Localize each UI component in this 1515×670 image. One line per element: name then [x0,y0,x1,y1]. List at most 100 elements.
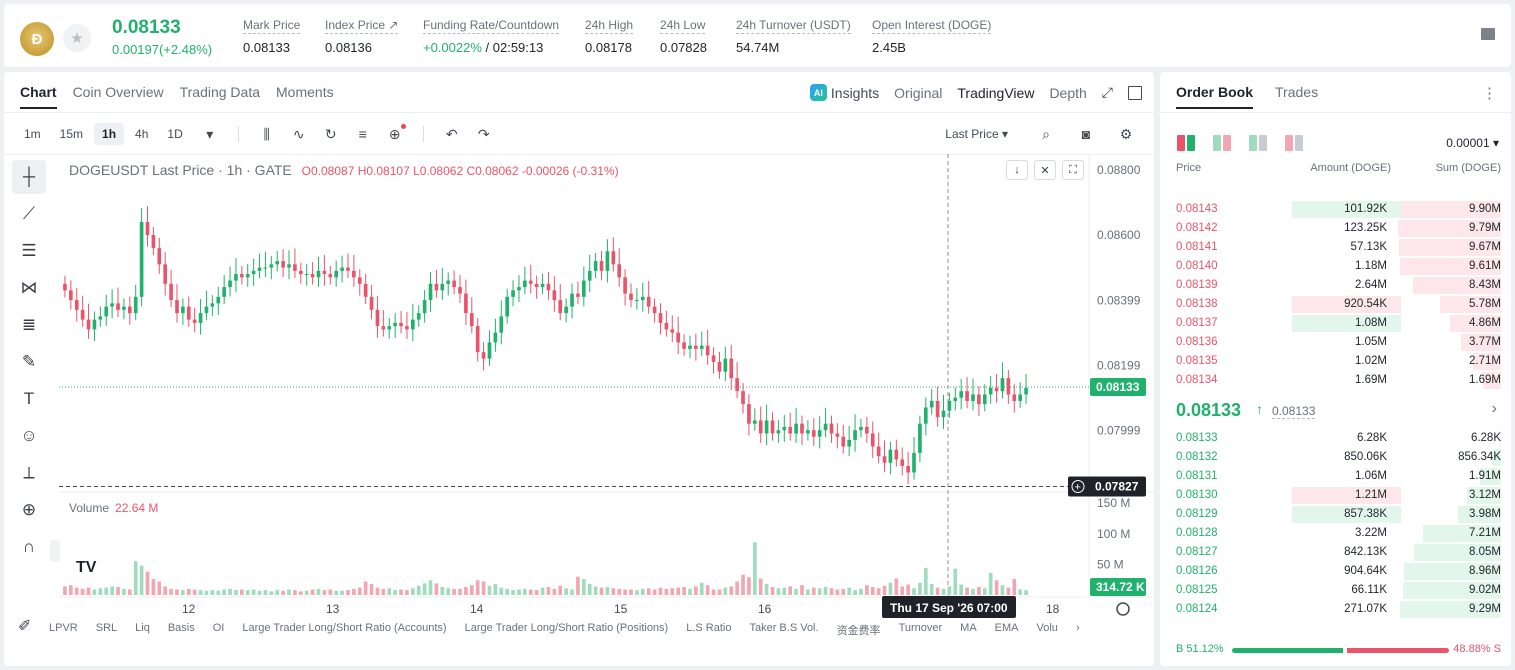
timeframe-1m[interactable]: 1m [24,127,41,141]
emoji-icon[interactable]: ☺ [20,426,38,445]
indicator-item[interactable]: L.S Ratio [686,622,732,634]
fullscreen-icon[interactable]: ⛶ [1062,160,1084,180]
mode-both-icon[interactable] [1177,135,1195,151]
mode-asks-icon[interactable] [1285,135,1303,151]
timeframe-4h[interactable]: 4h [135,127,149,141]
candle-body [469,313,474,327]
indicators-icon[interactable]: ∿ [292,125,305,142]
book-icon[interactable] [1481,28,1495,40]
candle-body [487,342,492,359]
search-icon[interactable]: ⌕ [1042,125,1050,142]
indicator-item[interactable]: Large Trader Long/Short Ratio (Accounts) [242,622,447,634]
row-amount: 1.69M [1355,374,1387,386]
more-icon[interactable]: ⋮ [1482,85,1497,102]
add-indicator-icon[interactable]: ⊕ [387,124,406,142]
bid-row[interactable]: 0.08130 1.21M 3.12M [1160,486,1511,505]
pattern-icon[interactable]: ⋈ [20,278,38,297]
indicator-item[interactable]: Volu [1036,622,1058,634]
stat-label[interactable]: Funding Rate/Countdown [423,18,560,34]
volume-bar [865,585,869,595]
candle-type-icon[interactable]: ⫼ [263,125,270,142]
ask-row[interactable]: 0.08134 1.69M 1.69M [1160,371,1511,390]
tab-trades[interactable]: Trades [1275,84,1319,100]
ask-row[interactable]: 0.08140 1.18M 9.61M [1160,257,1511,276]
ask-row[interactable]: 0.08135 1.02M 2.71M [1160,352,1511,371]
tab-tradingview[interactable]: TradingView [957,84,1035,101]
bid-row[interactable]: 0.08133 6.28K 6.28K [1160,429,1511,448]
camera-icon[interactable]: ◙ [1081,126,1091,142]
bid-row[interactable]: 0.08131 1.06M 1.91M [1160,467,1511,486]
ask-row[interactable]: 0.08141 57.13K 9.67M [1160,238,1511,257]
bid-row[interactable]: 0.08126 904.64K 8.96M [1160,562,1511,581]
brush-icon[interactable]: ✎ [21,352,37,371]
indicator-item[interactable]: OI [212,622,225,634]
indicator-item[interactable]: Liq [135,622,150,634]
tab-coin-overview[interactable]: Coin Overview [72,84,164,100]
bid-row[interactable]: 0.08128 3.22M 7.21M [1160,524,1511,543]
indicator-item[interactable]: Large Trader Long/Short Ratio (Positions… [464,622,669,634]
timeframe-1d[interactable]: 1D [167,127,183,141]
bid-row[interactable]: 0.08125 66.11K 9.02M [1160,581,1511,600]
insights-button[interactable]: AI Insights [809,84,879,101]
horizontal-lines-icon[interactable]: ☰ [21,241,37,260]
ask-row[interactable]: 0.08136 1.05M 3.77M [1160,333,1511,352]
bid-row[interactable]: 0.08124 271.07K 9.29M [1160,600,1511,619]
trendline-icon[interactable]: ⟋ [23,204,35,223]
bid-row[interactable]: 0.08132 850.06K 856.34K [1160,448,1511,467]
bid-row[interactable]: 0.08127 842.13K 8.05M [1160,543,1511,562]
tab-moments[interactable]: Moments [276,84,334,100]
ruler-icon[interactable]: ⟂ [23,463,35,482]
chevron-right-icon[interactable]: › [1491,400,1497,417]
stat-label[interactable]: Open Interest (DOGE) [872,18,992,34]
timeframe-15m[interactable]: 15m [59,127,84,141]
mode-split-icon[interactable] [1213,135,1231,151]
templates-icon[interactable]: ≡ [358,126,367,142]
candle-body [198,313,203,323]
tab-order-book[interactable]: Order Book [1176,84,1254,109]
zoom-in-icon[interactable]: ⊕ [21,500,37,519]
volume-bar [558,585,563,595]
indicator-item[interactable]: Turnover [898,622,943,634]
indicator-item[interactable]: MA [960,622,977,634]
precision-select[interactable]: 0.00001 ▾ [1446,136,1499,150]
settings-icon[interactable]: ⚙ [1119,125,1133,142]
redo-icon[interactable]: ↷ [477,125,490,142]
window-icon[interactable] [1128,85,1142,100]
ask-row[interactable]: 0.08139 2.64M 8.43M [1160,276,1511,295]
replay-icon[interactable]: ↻ [324,125,337,142]
timeframe-1h[interactable]: 1h [94,123,125,145]
crosshair-icon[interactable]: ┼ [12,160,46,194]
pencil-icon[interactable]: ✐ [18,618,32,635]
text-tool-icon[interactable]: T [23,389,35,408]
indicator-item[interactable]: Taker B.S Vol. [749,622,819,634]
undo-icon[interactable]: ↶ [445,125,458,142]
bid-row[interactable]: 0.08129 857.38K 3.98M [1160,505,1511,524]
stat-label[interactable]: Mark Price [243,18,301,34]
tab-trading-data[interactable]: Trading Data [179,84,261,100]
tab-depth[interactable]: Depth [1049,84,1087,101]
favorite-star-icon[interactable]: ★ [63,24,91,52]
chevron-down-icon[interactable]: ▾ [206,125,214,142]
indicator-item[interactable]: LPVR [49,622,78,634]
tab-chart[interactable]: Chart [20,84,57,109]
tab-original[interactable]: Original [894,84,943,101]
ask-row[interactable]: 0.08143 101.92K 9.90M [1160,200,1511,219]
candle-body [941,410,946,418]
indicator-item[interactable]: SRL [95,622,118,634]
indicator-item[interactable]: Basis [167,622,195,634]
chevron-right-icon[interactable]: › [1075,622,1080,634]
stat-label[interactable]: Index Price ↗ [325,18,399,34]
ask-row[interactable]: 0.08142 123.25K 9.79M [1160,219,1511,238]
collapse-icon[interactable]: ✕ [1034,160,1056,180]
expand-icon[interactable]: ⤢ [1101,84,1113,100]
indicator-item[interactable]: EMA [994,622,1019,634]
scroll-down-icon[interactable]: ↓ [1006,160,1028,180]
price-chart[interactable]: 0.08800 0.08600 0.08399 0.08199 0.07999 150 M… [4,72,1154,666]
ask-row[interactable]: 0.08138 920.54K 5.78M [1160,295,1511,314]
mode-bids-icon[interactable] [1249,135,1267,151]
indicator-item[interactable]: 资金费率 [836,625,881,637]
last-price-select[interactable]: Last Price ▾ [945,127,1008,141]
magnet-icon[interactable]: ∩ [22,537,36,556]
ask-row[interactable]: 0.08137 1.08M 4.86M [1160,314,1511,333]
fib-icon[interactable]: ≣ [21,315,37,334]
